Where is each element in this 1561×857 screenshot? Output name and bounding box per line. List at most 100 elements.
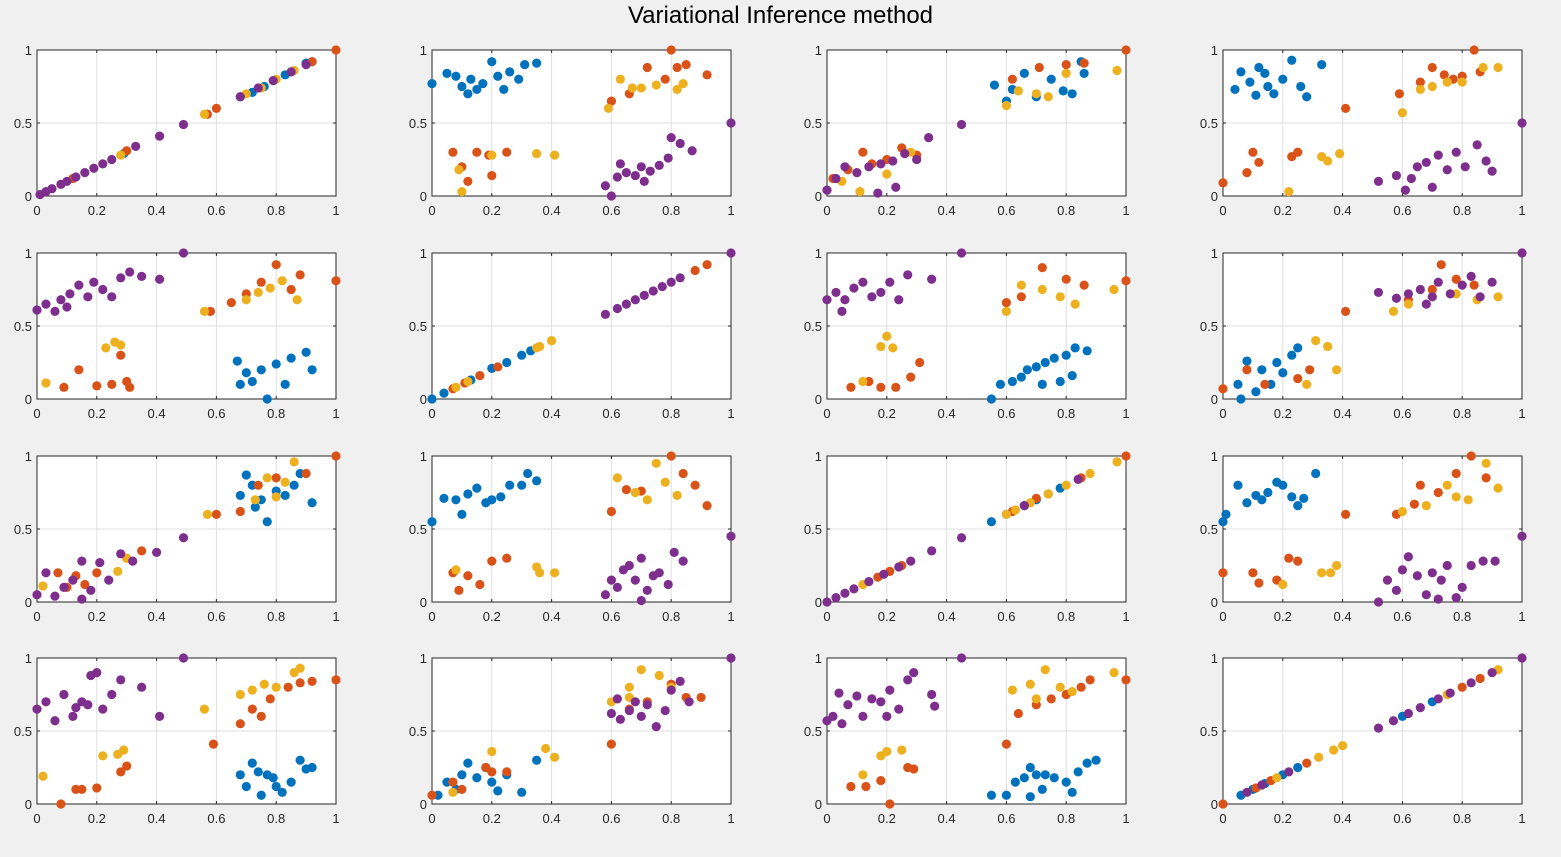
- scatter-point-series-4: [1442, 165, 1452, 175]
- scatter-point-series-3: [1043, 489, 1053, 499]
- scatter-point-series-4: [600, 590, 611, 600]
- x-tick-label: 0.6: [602, 406, 620, 421]
- scatter-point-series-4: [56, 295, 66, 305]
- subplot-5: 0 0.2 0.4 0.6 0.8 1 0 0.5 1: [14, 246, 341, 421]
- scatter-point-series-1: [1269, 89, 1279, 99]
- scatter-point-series-1: [1037, 784, 1047, 795]
- scatter-point-series-2: [92, 381, 102, 391]
- scatter-point-series-1: [256, 790, 266, 800]
- x-tick-label: 0.2: [88, 609, 106, 624]
- scatter-point-series-2: [74, 365, 84, 375]
- scatter-point-series-1: [1061, 777, 1071, 787]
- x-tick-label: 0.4: [148, 609, 166, 624]
- x-tick-label: 0.8: [662, 609, 680, 624]
- scatter-point-series-2: [122, 761, 132, 771]
- y-tick-label: 0: [815, 797, 822, 812]
- scatter-point-series-4: [116, 549, 126, 559]
- scatter-point-series-2: [1076, 682, 1086, 692]
- scatter-point-series-4: [956, 533, 967, 543]
- y-tick-label: 0.5: [1200, 116, 1218, 131]
- scatter-point-series-4: [636, 553, 646, 563]
- scatter-point-series-4: [876, 159, 886, 169]
- x-tick-label: 0.8: [1453, 609, 1471, 624]
- scatter-point-series-4: [840, 588, 850, 598]
- scatter-point-series-3: [199, 109, 210, 119]
- scatter-point-series-4: [849, 584, 859, 594]
- scatter-point-series-4: [639, 290, 649, 300]
- scatter-point-series-1: [277, 787, 287, 797]
- scatter-point-series-4: [301, 60, 311, 70]
- y-tick-label: 0.5: [804, 116, 822, 131]
- scatter-point-series-4: [684, 697, 694, 707]
- x-tick-label: 1: [332, 406, 339, 421]
- scatter-point-series-1: [1245, 77, 1255, 87]
- scatter-point-series-4: [654, 568, 664, 578]
- scatter-point-series-2: [1013, 708, 1023, 719]
- scatter-point-series-2: [606, 506, 617, 517]
- scatter-point-series-4: [639, 176, 649, 186]
- scatter-point-series-4: [852, 168, 862, 178]
- scatter-point-series-4: [876, 697, 886, 707]
- scatter-point-series-4: [131, 141, 141, 151]
- scatter-point-series-3: [271, 492, 281, 502]
- scatter-point-series-3: [1323, 156, 1333, 166]
- subplot-2: 0 0.2 0.4 0.6 0.8 1 0 0.5 1: [409, 43, 736, 218]
- scatter-point-series-1: [295, 755, 305, 765]
- x-tick-label: 0.8: [1057, 406, 1075, 421]
- scatter-point-series-4: [612, 694, 622, 704]
- scatter-point-series-2: [427, 790, 437, 800]
- scatter-point-series-3: [1040, 665, 1050, 675]
- x-tick-label: 0: [823, 811, 830, 826]
- scatter-point-series-4: [1400, 185, 1410, 195]
- scatter-point-series-4: [1403, 289, 1413, 299]
- scatter-point-series-4: [864, 162, 874, 172]
- y-tick-label: 0: [420, 189, 427, 204]
- scatter-point-series-3: [882, 746, 892, 757]
- scatter-point-series-3: [1061, 68, 1071, 78]
- scatter-point-series-4: [152, 547, 162, 557]
- scatter-point-series-4: [654, 160, 664, 170]
- scatter-point-series-3: [1421, 501, 1431, 511]
- scatter-point-series-4: [107, 689, 117, 700]
- scatter-point-series-1: [496, 492, 506, 502]
- scatter-point-series-2: [226, 298, 236, 308]
- scatter-point-series-4: [687, 146, 697, 156]
- scatter-point-series-4: [831, 287, 841, 298]
- scatter-point-series-3: [265, 283, 275, 293]
- scatter-point-series-1: [232, 356, 242, 366]
- scatter-point-series-3: [858, 770, 868, 780]
- scatter-point-series-4: [1460, 162, 1470, 172]
- scatter-point-series-1: [1293, 501, 1303, 511]
- scatter-point-series-3: [289, 457, 299, 467]
- scatter-point-series-4: [675, 676, 685, 686]
- y-tick-label: 0: [1211, 392, 1218, 407]
- scatter-point-series-2: [59, 382, 69, 392]
- scatter-point-series-1: [472, 483, 482, 493]
- x-tick-label: 0.4: [148, 203, 166, 218]
- scatter-point-series-2: [1451, 274, 1461, 284]
- scatter-point-series-1: [1236, 394, 1246, 404]
- scatter-point-series-4: [867, 694, 877, 704]
- scatter-point-series-2: [295, 678, 305, 688]
- scatter-point-series-3: [1302, 379, 1312, 389]
- scatter-point-series-3: [858, 376, 868, 387]
- scatter-point-series-1: [517, 787, 527, 797]
- scatter-point-series-2: [660, 74, 670, 84]
- scatter-point-series-2: [1433, 487, 1443, 498]
- scatter-point-series-1: [262, 517, 272, 527]
- y-tick-label: 0.5: [409, 319, 427, 334]
- x-tick-label: 0.4: [938, 203, 956, 218]
- scatter-point-series-4: [116, 273, 126, 283]
- scatter-point-series-3: [1442, 480, 1452, 490]
- scatter-point-series-1: [520, 60, 530, 70]
- scatter-point-series-2: [331, 675, 341, 685]
- scatter-point-series-1: [1296, 81, 1306, 92]
- x-tick-label: 0: [33, 406, 40, 421]
- scatter-point-series-4: [636, 162, 646, 172]
- scatter-point-series-4: [666, 133, 676, 143]
- scatter-point-series-4: [891, 182, 901, 192]
- scatter-point-series-2: [472, 147, 482, 157]
- scatter-point-series-2: [1457, 682, 1467, 692]
- scatter-point-series-4: [107, 154, 117, 165]
- y-tick-label: 1: [420, 651, 427, 666]
